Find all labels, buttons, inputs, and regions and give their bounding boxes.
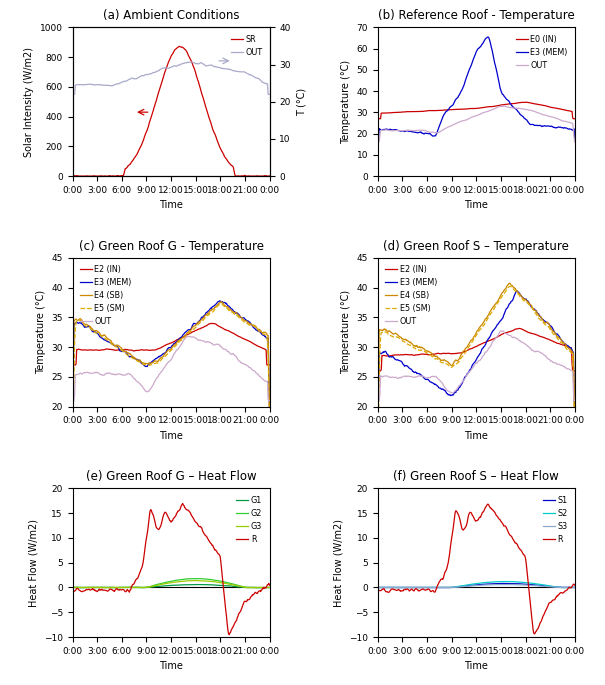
X-axis label: Time: Time xyxy=(159,201,183,210)
Title: (a) Ambient Conditions: (a) Ambient Conditions xyxy=(103,9,240,22)
X-axis label: Time: Time xyxy=(465,201,488,210)
Y-axis label: T (°C): T (°C) xyxy=(296,88,306,116)
Title: (c) Green Roof G - Temperature: (c) Green Roof G - Temperature xyxy=(79,240,264,253)
Title: (f) Green Roof S – Heat Flow: (f) Green Roof S – Heat Flow xyxy=(393,470,559,483)
Legend: E2 (IN), E3 (MEM), E4 (SB), E5 (SM), OUT: E2 (IN), E3 (MEM), E4 (SB), E5 (SM), OUT xyxy=(77,262,135,329)
Y-axis label: Temperature (°C): Temperature (°C) xyxy=(36,290,46,374)
Y-axis label: Solar Intensity (W/m2): Solar Intensity (W/m2) xyxy=(24,47,34,157)
Legend: E2 (IN), E3 (MEM), E4 (SB), E5 (SM), OUT: E2 (IN), E3 (MEM), E4 (SB), E5 (SM), OUT xyxy=(382,262,440,329)
Title: (b) Reference Roof - Temperature: (b) Reference Roof - Temperature xyxy=(378,9,575,22)
X-axis label: Time: Time xyxy=(465,431,488,441)
Y-axis label: Heat Flow (W/m2): Heat Flow (W/m2) xyxy=(28,519,38,607)
Title: (d) Green Roof S – Temperature: (d) Green Roof S – Temperature xyxy=(384,240,569,253)
Title: (e) Green Roof G – Heat Flow: (e) Green Roof G – Heat Flow xyxy=(86,470,257,483)
Y-axis label: Temperature (°C): Temperature (°C) xyxy=(341,290,351,374)
Y-axis label: Temperature (°C): Temperature (°C) xyxy=(341,60,351,144)
Y-axis label: Heat Flow (W/m2): Heat Flow (W/m2) xyxy=(333,519,344,607)
Legend: G1, G2, G3, R: G1, G2, G3, R xyxy=(233,493,266,547)
X-axis label: Time: Time xyxy=(159,431,183,441)
Legend: E0 (IN), E3 (MEM), OUT: E0 (IN), E3 (MEM), OUT xyxy=(512,32,571,73)
Legend: S1, S2, S3, R: S1, S2, S3, R xyxy=(540,493,571,547)
Legend: SR, OUT: SR, OUT xyxy=(227,32,266,60)
X-axis label: Time: Time xyxy=(465,661,488,671)
X-axis label: Time: Time xyxy=(159,661,183,671)
